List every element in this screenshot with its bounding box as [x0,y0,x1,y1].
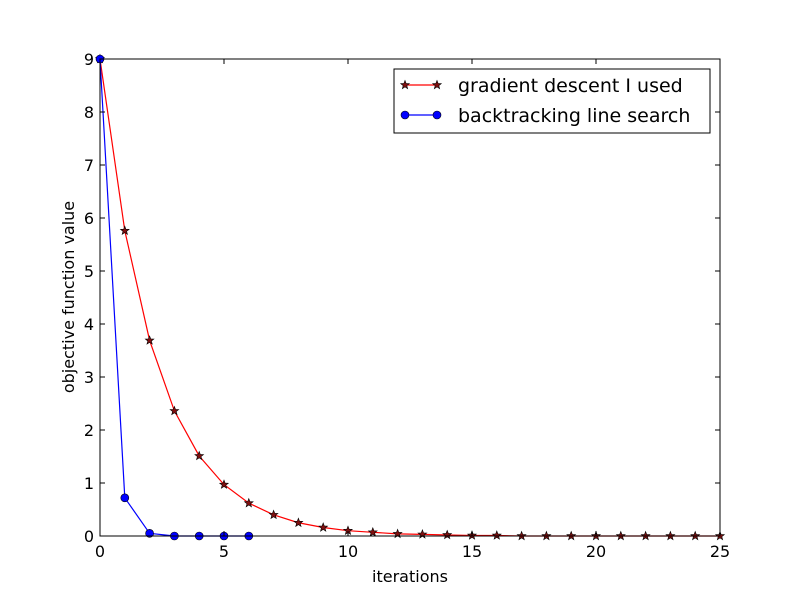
plot-area [100,59,720,536]
x-tick-label: 5 [219,542,229,561]
y-tick-label: 0 [84,527,94,546]
series-1-point [243,497,254,508]
legend-marker-1 [399,79,411,90]
series-2-point [120,493,130,503]
series-1-point [491,530,502,540]
legend-marker-2 [400,110,410,120]
series-1-point [268,509,279,520]
x-tick-label: 15 [462,542,482,561]
y-tick-label: 6 [84,209,94,228]
y-tick-label: 1 [84,474,94,493]
series-2-point [145,529,154,538]
y-tick-label: 2 [84,421,94,440]
legend-box [393,68,711,134]
series-1-point [119,225,130,236]
x-tick-label: 25 [710,542,730,561]
series-1-point [218,479,230,489]
x-tick-label: 10 [338,542,358,561]
y-tick-label: 3 [84,368,94,387]
legend-marker-2 [432,110,442,120]
x-tick-label: 20 [586,542,606,561]
series-1-point [442,529,453,540]
y-axis-label: objective function value [59,201,78,393]
series-1-point [144,335,155,345]
series-1-point [293,517,304,528]
y-tick-label: 7 [84,156,94,175]
y-tick-label: 5 [84,262,94,281]
y-tick-label: 4 [84,315,94,334]
y-tick-label: 9 [84,50,94,69]
x-tick-label: 0 [95,542,105,561]
series-1-point [194,450,205,461]
legend-label-1: gradient descent I used [458,75,683,97]
x-axis-label: iterations [372,567,448,586]
series-1-point [169,405,180,416]
legend-marker-1 [431,79,443,90]
plot-frame [99,58,721,537]
legend: gradient descent I used backtracking line… [393,68,711,134]
y-tick-label: 8 [84,103,94,122]
series-1-point [367,526,378,537]
legend-label-2: backtracking line search [458,105,690,127]
series-1-point [318,522,329,532]
tick-layer: 0 5 10 15 20 25 0 1 2 3 4 5 6 7 8 9 [84,50,730,561]
